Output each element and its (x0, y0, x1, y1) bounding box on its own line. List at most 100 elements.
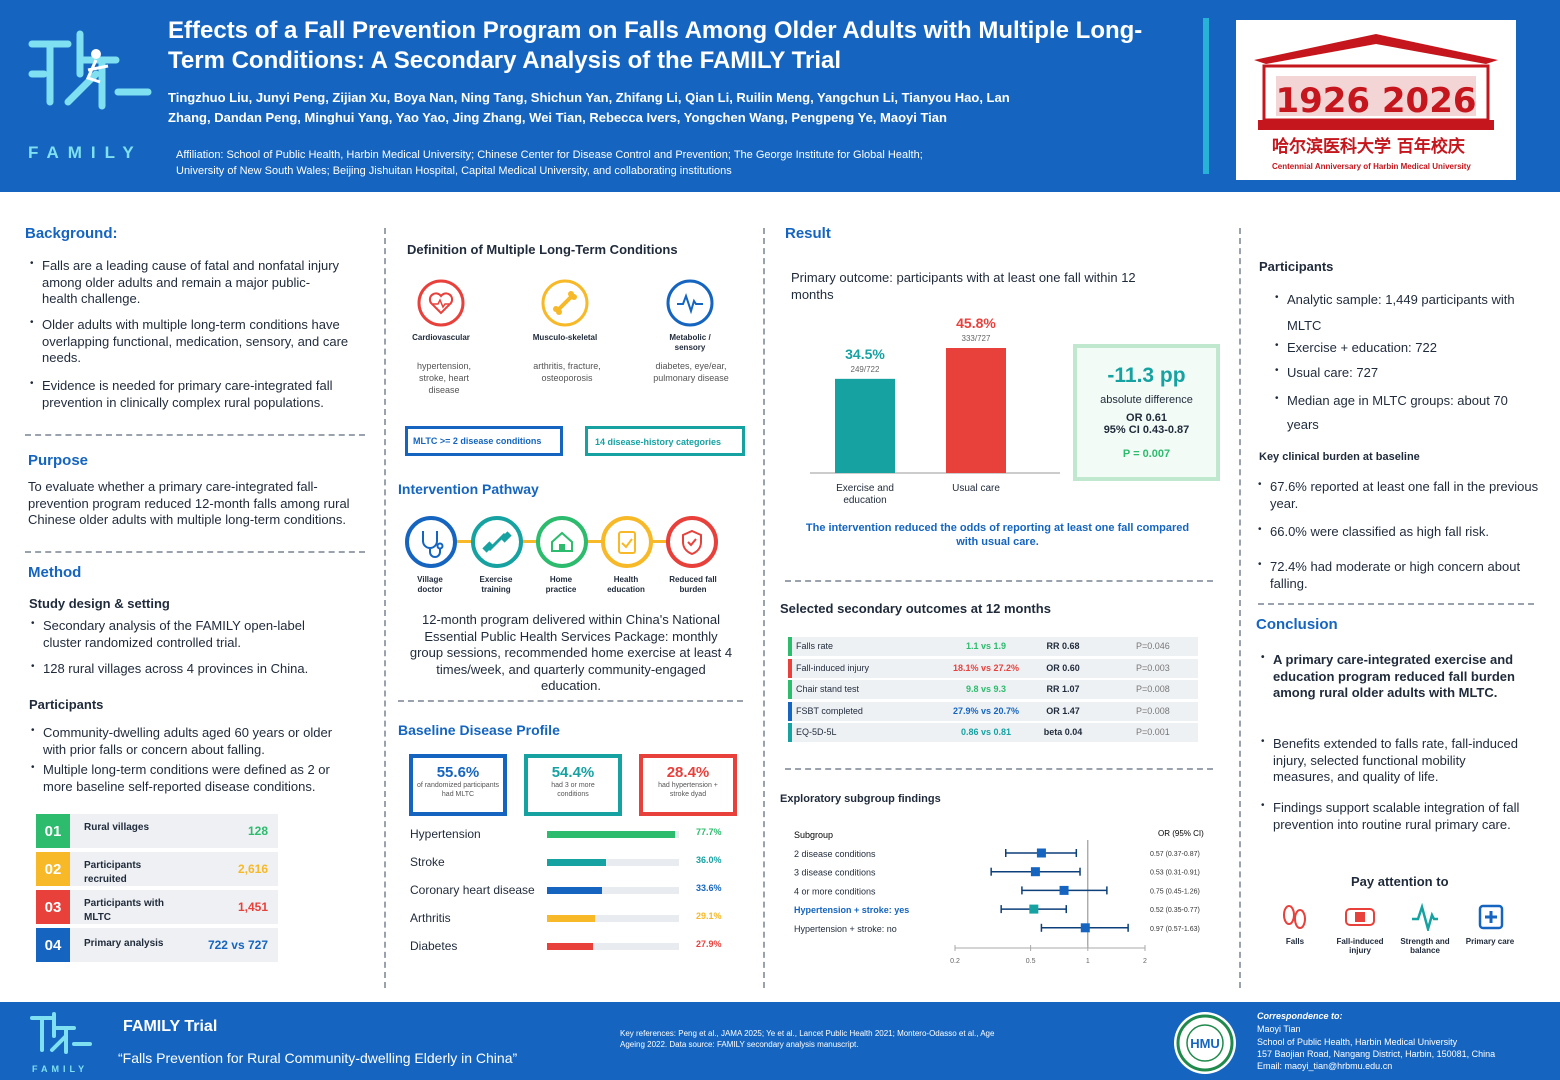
participants-heading: Participants (1259, 259, 1334, 274)
forest-or-text: 0.75 (0.45-1.26) (1150, 888, 1200, 895)
section-divider (1258, 603, 1534, 605)
stat-label: Rural villages (84, 822, 150, 833)
correspondence-heading: Correspondence to: (1257, 1011, 1343, 1021)
bandage-icon (1345, 908, 1375, 926)
stat-row: 04 Primary analysis 722 vs 727 (36, 928, 278, 962)
participants-bullet: Multiple long-term conditions were defin… (31, 760, 358, 795)
forest-row-label: 4 or more conditions (794, 886, 876, 896)
forest-col-header: Subgroup (794, 830, 833, 840)
subgroup-heading: Exploratory subgroup findings (780, 793, 941, 805)
stat-label: Primary analysis (84, 938, 164, 949)
logo-years: 1926 2026 (1275, 81, 1476, 121)
heart-icon (417, 279, 465, 327)
correspondence-email[interactable]: Email: maoyi_tian@hrbmu.edu.cn (1257, 1061, 1393, 1071)
stat-number: 04 (36, 928, 70, 962)
section-divider (398, 700, 743, 702)
stat-value: 2,616 (237, 862, 268, 876)
disease-bar-label: Diabetes (410, 939, 458, 953)
row-marker (788, 723, 792, 742)
logo-text: FAMILY (28, 143, 143, 162)
outcome-p: P=0.008 (1136, 705, 1170, 716)
logo-cn: 哈尔滨医科大学 百年校庆 (1272, 137, 1465, 157)
pay-attention-heading: Pay attention to (1351, 874, 1449, 889)
pathway-step-label: Reduced fall burden (669, 575, 717, 594)
bar-value-label: 34.5% (845, 346, 885, 362)
forest-or-text: 0.97 (0.57-1.63) (1150, 926, 1200, 933)
column-divider (1239, 228, 1241, 988)
outcome-p: P=0.001 (1136, 727, 1170, 737)
correspondence-org: School of Public Health, Harbin Medical … (1257, 1037, 1458, 1047)
outcome-p: P=0.046 (1136, 641, 1170, 651)
disease-bar (547, 831, 675, 838)
forest-plot: Subgroup OR (95% CI) 0.2 0.5 1 2 2 disease con… (794, 829, 1204, 965)
conclusion-bullet: Findings support scalable integration of… (1261, 798, 1528, 833)
forest-row-label: 2 disease conditions (794, 849, 876, 859)
forest-or-text: 0.57 (0.37-0.87) (1150, 851, 1200, 858)
disease-bar (547, 943, 593, 950)
section-divider (785, 580, 1213, 582)
category-desc: hypertension, stroke, heart disease (416, 361, 472, 395)
outcome-values: 18.1% vs 27.2% (952, 662, 1020, 673)
or-point (1029, 904, 1039, 914)
bar (946, 348, 1006, 473)
baseline-card: 55.6% of randomized participants had MLT… (409, 754, 507, 816)
stat-number: 02 (36, 852, 70, 886)
svg-text:HMU: HMU (1190, 1036, 1220, 1051)
disease-bar (547, 859, 607, 866)
conclusion-bullet: Benefits extended to falls rate, fall-in… (1261, 734, 1528, 786)
footer-references: Key references: Peng et al., JAMA 2025; … (620, 1029, 995, 1049)
disease-bar-label: Stroke (410, 855, 445, 869)
category-title: Musculo-skeletal (532, 333, 598, 342)
baseline-heading: Baseline Disease Profile (398, 722, 560, 738)
effect-p: P = 0.007 (1122, 448, 1171, 460)
bone-icon (541, 279, 589, 327)
result-conclusion: The intervention reduced the odds of rep… (805, 522, 1190, 548)
or-point (1059, 885, 1069, 895)
dumbbell-icon (471, 516, 523, 568)
shield-icon (666, 516, 718, 568)
or-point (1080, 923, 1090, 933)
header: FAMILY Effects of a Fall Prevention Prog… (0, 0, 1560, 192)
outcome-name: EQ-5D-5L (796, 727, 837, 737)
category-label: Usual care (952, 483, 1000, 494)
secondary-heading: Selected secondary outcomes at 12 months (780, 601, 1051, 616)
purpose-text: To evaluate whether a primary care-integ… (28, 479, 350, 527)
disease-bar-track (547, 943, 679, 950)
outcome-p: P=0.008 (1136, 684, 1170, 694)
stat-value: 1,451 (237, 900, 268, 914)
footer-subtitle: “Falls Prevention for Rural Community-dw… (118, 1050, 518, 1066)
column-divider (384, 228, 386, 988)
disease-bar-value: 27.9% (696, 939, 722, 949)
pay-label: Fall-induced injury (1336, 937, 1384, 955)
pay-label: Falls (1285, 937, 1305, 946)
conclusion-heading: Conclusion (1256, 616, 1338, 633)
footprints-icon (1283, 905, 1306, 929)
secondary-row: EQ-5D-5L 0.86 vs 0.81 beta 0.04 P=0.001 (788, 723, 1198, 742)
pay-label: Strength and balance (1400, 937, 1450, 955)
footer-logo: FAMILY (30, 1012, 92, 1074)
outcome-name: Chair stand test (796, 684, 860, 694)
mltc-definition-box: MLTC >= 2 disease conditions (405, 426, 563, 456)
disease-bar-track (547, 859, 679, 866)
design-heading: Study design & setting (29, 596, 170, 611)
design-bullet: 128 rural villages across 4 provinces in… (31, 659, 343, 678)
outcome-stat: RR 0.68 (1046, 641, 1080, 651)
purpose-heading: Purpose (28, 452, 89, 469)
stat-label: Participants recruited (84, 860, 142, 885)
disease-bar-track (547, 887, 679, 894)
secondary-row: Chair stand test 9.8 vs 9.3 RR 1.07 P=0.008 (788, 680, 1198, 699)
correspondence-name: Maoyi Tian (1257, 1024, 1301, 1034)
secondary-row: Falls rate 1.1 vs 1.9 RR 0.68 P=0.046 (788, 637, 1198, 656)
stat-label: Participants with MLTC (84, 898, 165, 923)
bar-count-label: 333/727 (962, 334, 991, 343)
secondary-row: FSBT completed 27.9% vs 20.7% OR 1.47 P=0.0… (788, 701, 1198, 721)
participants-bullet: Usual care: 727 (1275, 362, 1527, 382)
outcome-stat: OR 1.47 (1046, 705, 1080, 716)
stat-number: 03 (36, 890, 70, 924)
participants-bullet: Analytic sample: 1,449 participants with… (1275, 285, 1527, 339)
outcome-name: Fall-induced injury (796, 662, 870, 673)
definition-heading: Definition of Multiple Long-Term Conditi… (407, 242, 678, 257)
pay-label: Primary care (1465, 937, 1515, 946)
participants-bullet: Exercise + education: 722 (1275, 337, 1527, 357)
